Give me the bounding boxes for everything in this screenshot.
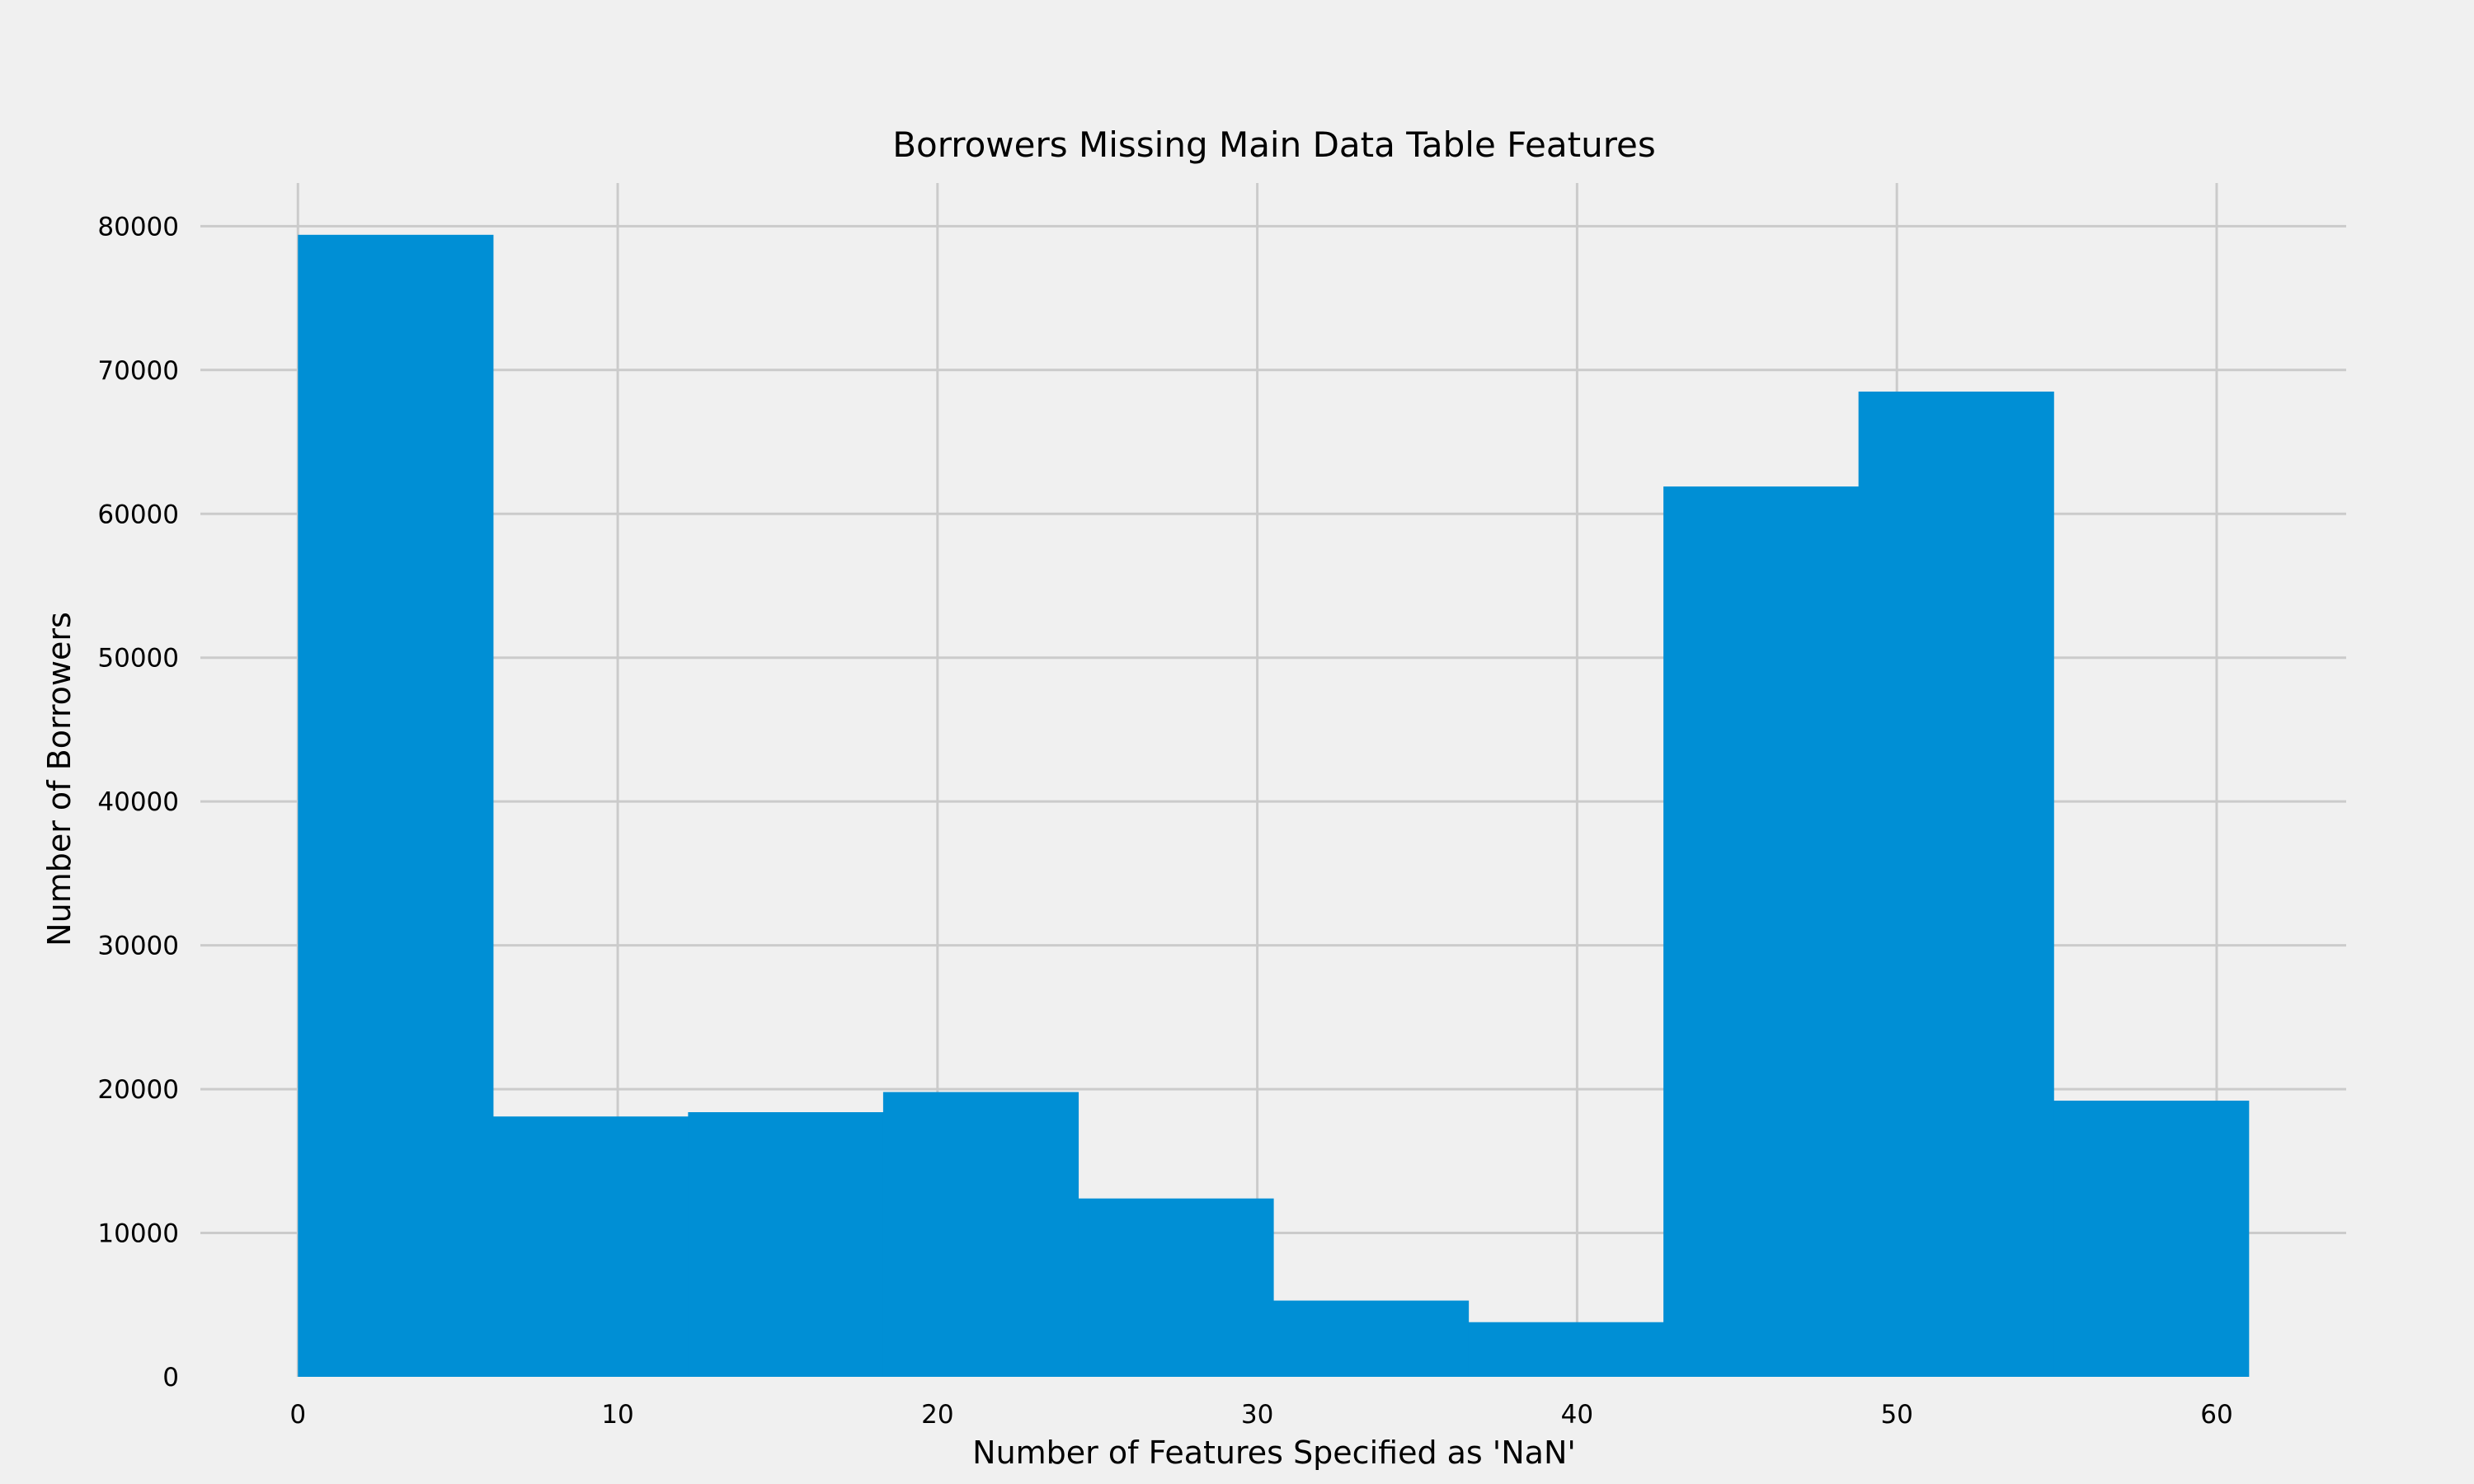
y-tick-label: 70000	[97, 356, 179, 386]
histogram-bar	[882, 1092, 1079, 1377]
x-axis-ticks: 0 10 20 30 40 50 60	[289, 1400, 2232, 1430]
x-axis-title: Number of Features Specified as 'NaN'	[972, 1435, 1576, 1471]
x-tick-label: 30	[1241, 1400, 1273, 1430]
y-tick-label: 10000	[97, 1219, 179, 1249]
histogram-bar	[688, 1111, 884, 1377]
histogram-bar	[1468, 1322, 1664, 1377]
histogram-bar	[1273, 1300, 1470, 1377]
y-tick-label: 20000	[97, 1075, 179, 1105]
x-tick-label: 40	[1561, 1400, 1593, 1430]
x-tick-label: 60	[2200, 1400, 2232, 1430]
y-tick-label: 30000	[97, 932, 179, 961]
y-tick-label: 50000	[97, 644, 179, 674]
y-tick-label: 40000	[97, 787, 179, 817]
x-tick-label: 10	[601, 1400, 633, 1430]
histogram-bar	[1663, 486, 1860, 1378]
x-tick-label: 50	[1880, 1400, 1912, 1430]
x-tick-label: 20	[921, 1400, 953, 1430]
histogram-bar	[492, 1116, 689, 1377]
y-axis-title: Number of Borrowers	[41, 612, 78, 946]
histogram-bar	[2053, 1101, 2250, 1377]
y-tick-label: 60000	[97, 500, 179, 529]
y-tick-label: 80000	[97, 212, 179, 242]
histogram-bar	[298, 234, 494, 1377]
histogram-bars	[298, 234, 2250, 1378]
y-tick-label: 0	[162, 1363, 179, 1392]
histogram-bar	[1858, 391, 2054, 1377]
histogram-bar	[1078, 1198, 1274, 1377]
y-axis-ticks: 0 10000 20000 30000 40000 50000 60000 70000 8000…	[97, 212, 179, 1392]
x-tick-label: 0	[289, 1400, 306, 1430]
chart-title: Borrowers Missing Main Data Table Featur…	[892, 124, 1656, 165]
